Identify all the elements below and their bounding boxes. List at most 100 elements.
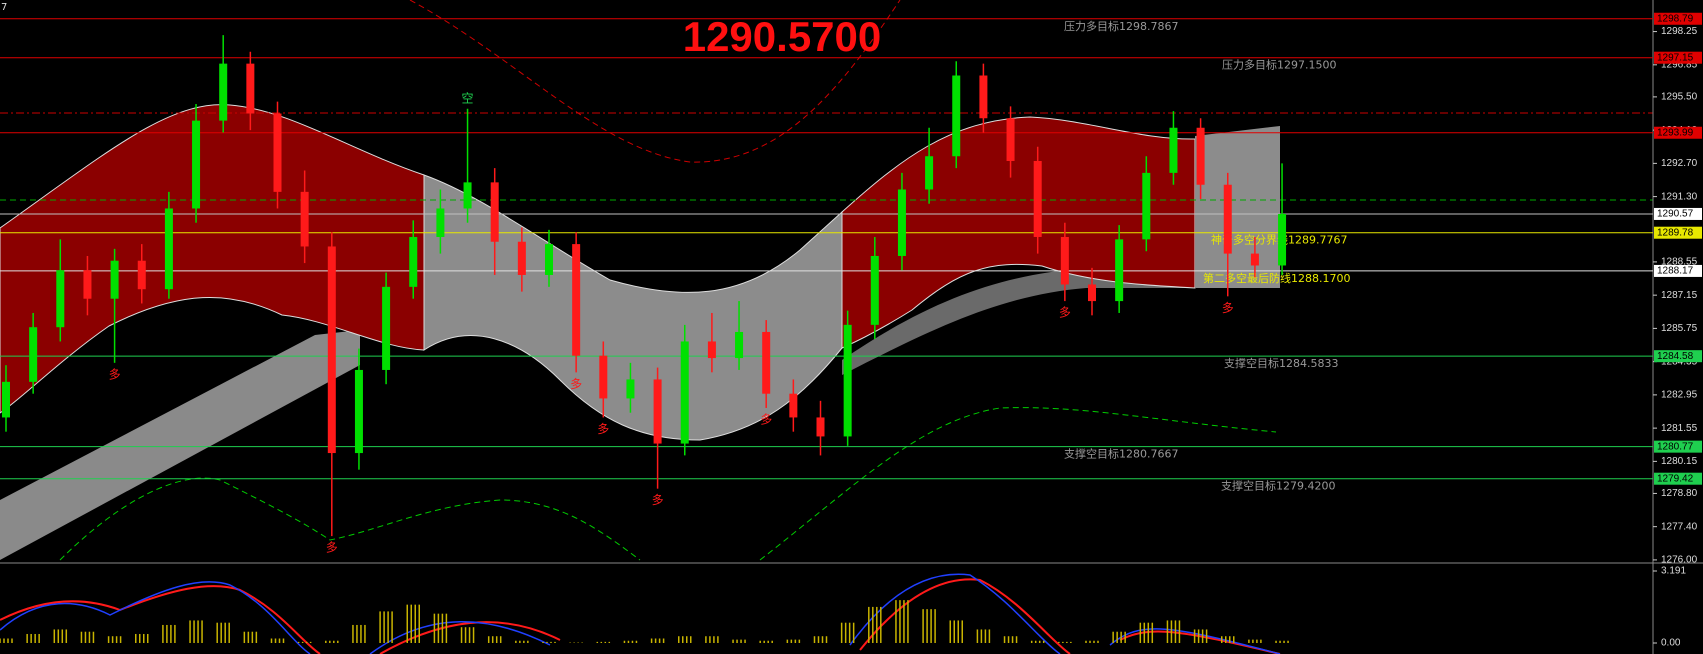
candle-body <box>1060 236 1069 285</box>
y-tick-label: 1295.50 <box>1661 92 1698 103</box>
y-tick-label: 1278.80 <box>1661 488 1698 499</box>
candle-body <box>354 369 363 454</box>
y-tick-label: 1276.00 <box>1661 555 1698 566</box>
gray-band <box>0 330 360 560</box>
candle-body <box>517 241 526 275</box>
y-tick-label: 1288.55 <box>1661 257 1698 268</box>
level-tag <box>1654 51 1702 64</box>
macd-line <box>0 573 1281 654</box>
candle-body <box>436 208 445 237</box>
y-tick-label: 1291.30 <box>1661 191 1698 202</box>
candle-body <box>707 341 716 359</box>
signal-label: 空 <box>462 91 474 105</box>
candle-body <box>1278 213 1287 266</box>
signal-label: 多 <box>760 412 772 426</box>
candle-body <box>273 113 282 192</box>
level-text: 第二多空最后防线1288.1700 <box>1203 271 1350 285</box>
level-tag <box>1654 226 1702 239</box>
candle-body <box>1223 184 1232 254</box>
candle-body <box>192 120 201 209</box>
candle-body <box>1115 239 1124 302</box>
level-tag-label: 1290.57 <box>1657 209 1694 220</box>
current-price-title: 1290.5700 <box>683 13 882 60</box>
candle-body <box>897 189 906 256</box>
y-tick-label: 1277.40 <box>1661 521 1698 532</box>
candle-body <box>463 182 472 209</box>
candle-body <box>816 417 825 437</box>
candle-body <box>382 286 391 370</box>
candle-body <box>843 324 852 437</box>
level-tag <box>1654 472 1702 485</box>
signal-label: 多 <box>326 541 338 555</box>
level-tag <box>1654 264 1702 277</box>
signal-label: 多 <box>597 422 609 436</box>
level-tag-label: 1297.15 <box>1657 52 1694 63</box>
level-text: 压力多目标1297.1500 <box>1222 58 1337 72</box>
candle-body <box>653 379 662 444</box>
candle-body <box>29 327 38 382</box>
candle-body <box>1196 127 1205 185</box>
candle-body <box>545 244 553 275</box>
level-tag-label: 1293.99 <box>1657 127 1694 138</box>
signal-label: 多 <box>652 493 664 507</box>
candle-body <box>1250 253 1259 266</box>
candle-body <box>300 191 309 247</box>
level-tag-label: 1279.42 <box>1657 473 1694 484</box>
level-tag-label: 1284.58 <box>1657 351 1694 362</box>
candle-body <box>789 393 798 418</box>
candle-body <box>164 208 173 290</box>
signal-label: 多 <box>1059 306 1071 320</box>
candle-body <box>1006 118 1015 161</box>
candle-body <box>952 75 961 157</box>
level-tag-label: 1298.79 <box>1657 13 1694 24</box>
candle-body <box>56 270 65 328</box>
level-tag-label: 1288.17 <box>1657 266 1694 277</box>
candle-body <box>870 255 879 325</box>
level-text: 支撑空目标1284.5833 <box>1224 356 1339 370</box>
level-tag <box>1654 207 1702 220</box>
level-text: 支撑空目标1280.7667 <box>1064 447 1179 461</box>
candle-body <box>327 246 336 454</box>
signal-label: 多 <box>1222 301 1234 315</box>
candle-body <box>490 182 499 242</box>
candle-body <box>246 63 255 114</box>
channel <box>1195 126 1280 288</box>
candle-body <box>409 236 418 287</box>
level-text: 压力多目标1298.7867 <box>1064 19 1179 33</box>
y-tick-label: 1282.95 <box>1661 390 1698 401</box>
level-tag <box>1654 440 1702 453</box>
candle-body <box>599 355 608 399</box>
y-tick-label: 1296.85 <box>1661 59 1698 70</box>
level-tag <box>1654 126 1702 139</box>
dashed-curve <box>409 0 901 163</box>
candle-body <box>762 331 771 394</box>
candle-body <box>219 63 228 121</box>
level-tag <box>1654 12 1702 25</box>
indicator-bands <box>0 0 1653 561</box>
candle-body <box>572 244 581 356</box>
candle-body <box>1169 127 1178 173</box>
candle-body <box>680 341 689 444</box>
candle-body <box>2 381 10 418</box>
candle-body <box>979 75 988 119</box>
y-tick-label: 1287.15 <box>1661 290 1698 301</box>
macd-signal <box>0 578 1281 654</box>
candle-body <box>1088 284 1096 302</box>
level-tag-label: 1289.78 <box>1657 227 1694 238</box>
candle-body <box>925 156 934 190</box>
y-tick-label: 1285.75 <box>1661 323 1698 334</box>
y-tick-label: 1280.15 <box>1661 456 1698 467</box>
dashed-curve <box>59 407 1277 561</box>
candle-body <box>110 260 119 299</box>
candle-body <box>626 379 635 399</box>
channel <box>423 174 843 441</box>
candle-body <box>735 331 744 359</box>
signal-label: 多 <box>570 377 582 391</box>
level-tag-label: 1280.77 <box>1657 441 1694 452</box>
macd-tick-label: 0.00 <box>1661 638 1681 649</box>
candle-body <box>83 270 92 299</box>
y-tick-label: 1281.55 <box>1661 423 1698 434</box>
candle-body <box>1033 160 1042 237</box>
